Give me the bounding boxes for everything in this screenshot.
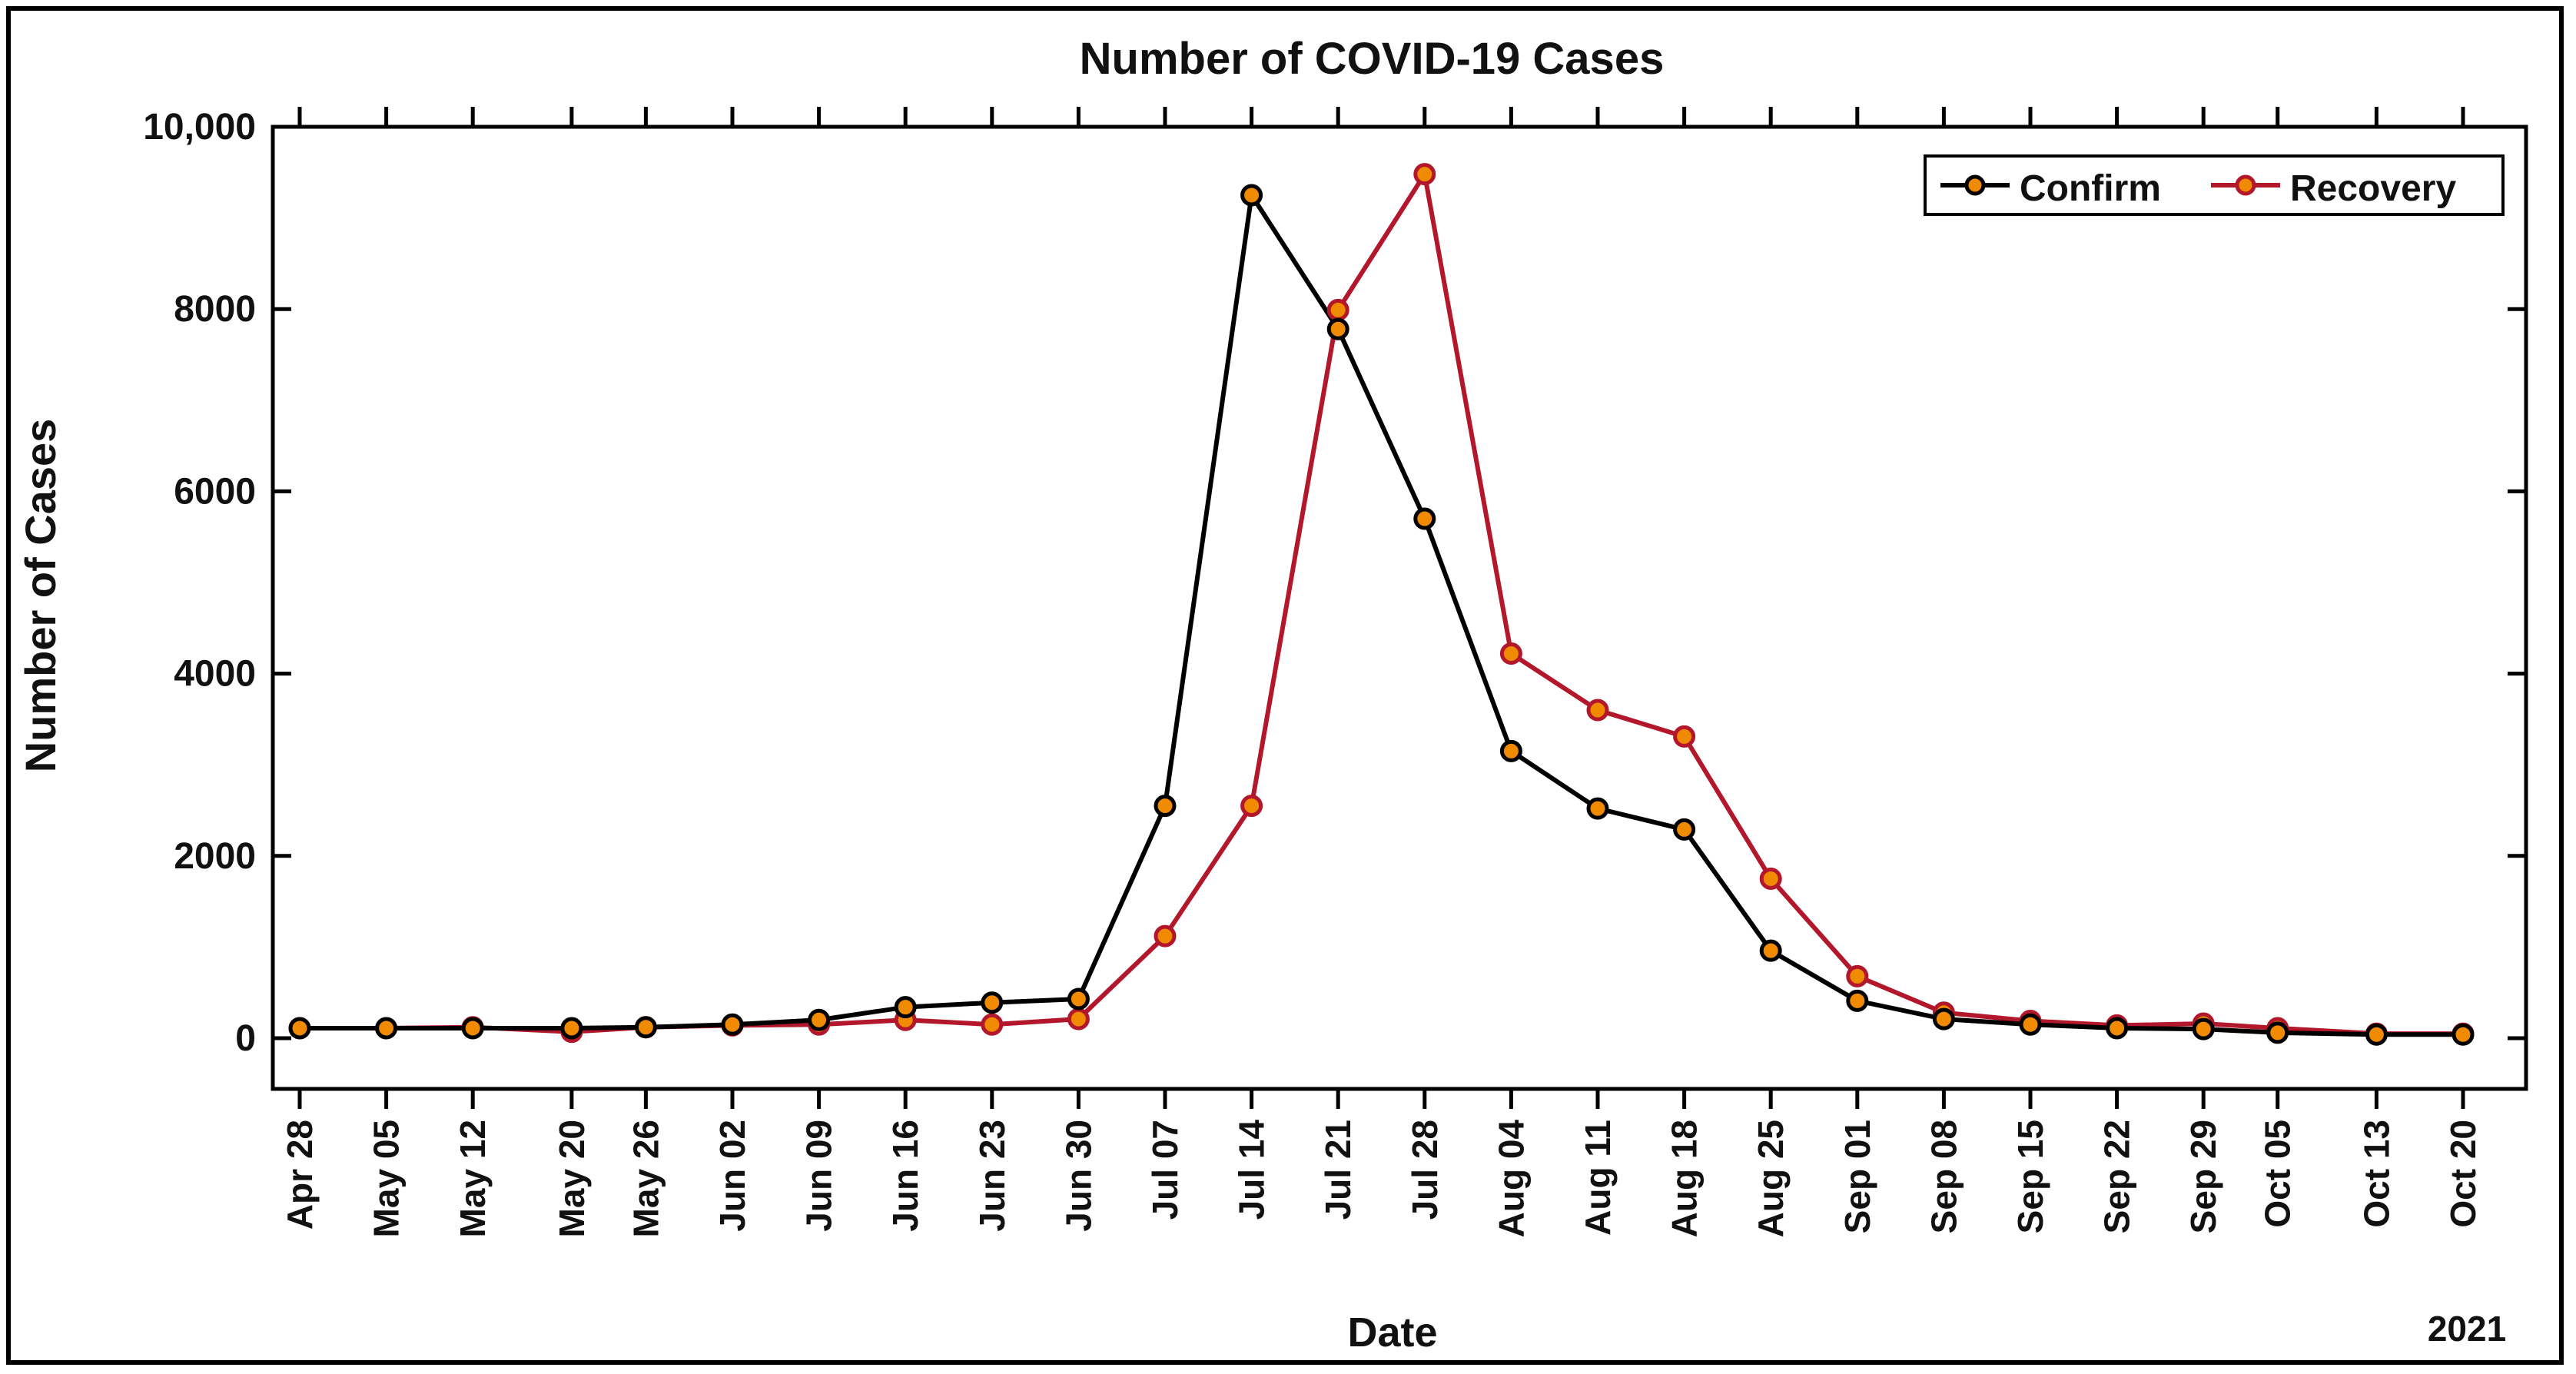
x-tick-label: Jun 09	[799, 1120, 839, 1232]
data-point-confirm	[1673, 818, 1696, 841]
data-point-confirm	[808, 1008, 831, 1031]
data-point-recovery	[1586, 699, 1609, 722]
x-tick-label: May 12	[453, 1120, 493, 1237]
x-tick-label: Jun 02	[712, 1120, 752, 1232]
data-point-confirm	[1240, 184, 1263, 207]
x-tick-label: May 05	[367, 1120, 407, 1237]
data-point-confirm	[1326, 317, 1349, 340]
data-point-recovery	[1759, 867, 1782, 890]
x-tick-label: Aug 11	[1578, 1120, 1618, 1236]
data-point-confirm	[375, 1017, 398, 1040]
line-recovery	[300, 171, 2463, 1037]
data-point-confirm	[2192, 1017, 2215, 1040]
data-point-confirm	[2266, 1021, 2289, 1044]
legend-label-recovery: Recovery	[2290, 168, 2456, 209]
y-tick-label: 8000	[174, 289, 256, 330]
x-tick-label: Jul 21	[1318, 1120, 1358, 1220]
series-confirm	[300, 192, 2463, 1037]
data-point-confirm	[894, 996, 917, 1019]
chart-title: Number of COVID-19 Cases	[1080, 34, 1665, 84]
y-axis-label: Number of Cases	[16, 419, 65, 773]
data-point-recovery	[1067, 1007, 1090, 1030]
x-tick-label: Oct 13	[2356, 1120, 2396, 1228]
data-point-confirm	[1586, 797, 1609, 820]
x-tick-label: Jun 16	[885, 1120, 925, 1232]
data-point-recovery	[981, 1013, 1004, 1036]
data-point-recovery	[1240, 795, 1263, 818]
x-tick-label: May 20	[552, 1120, 592, 1237]
data-point-confirm	[2365, 1023, 2388, 1046]
x-tick-label: Jun 23	[972, 1120, 1012, 1232]
x-tick-label: Aug 18	[1665, 1120, 1705, 1237]
line-confirm	[300, 192, 2463, 1037]
x-tick-label: Oct 05	[2258, 1120, 2298, 1228]
x-tick-label: Sep 29	[2183, 1120, 2223, 1233]
data-point-confirm	[1846, 989, 1869, 1012]
data-point-recovery	[1673, 725, 1696, 748]
data-point-confirm	[2019, 1013, 2042, 1036]
data-point-confirm	[2452, 1023, 2475, 1046]
x-tick-label: Oct 20	[2443, 1120, 2483, 1228]
chart-frame	[6, 6, 2564, 1365]
data-point-confirm	[1759, 939, 1782, 962]
data-point-recovery	[1499, 642, 1522, 665]
y-tick-label: 4000	[174, 654, 256, 695]
x-tick-label: Jul 07	[1145, 1120, 1185, 1220]
data-point-recovery	[1413, 163, 1436, 186]
data-point-confirm	[461, 1017, 484, 1040]
data-point-confirm	[1413, 507, 1436, 530]
data-point-recovery	[1846, 964, 1869, 987]
data-point-confirm	[981, 991, 1004, 1014]
y-tick-label: 10,000	[143, 107, 256, 148]
data-point-confirm	[721, 1013, 744, 1036]
legend-marker-confirm	[1964, 174, 1986, 196]
markers-confirm	[288, 184, 2475, 1046]
plot-area-border	[271, 124, 2528, 1091]
x-tick-label: May 26	[626, 1120, 666, 1237]
x-tick-label: Sep 15	[2010, 1120, 2050, 1233]
markers-recovery	[288, 163, 2475, 1045]
x-tick-label: Sep 08	[1924, 1120, 1964, 1233]
legend-label-confirm: Confirm	[2020, 168, 2161, 209]
x-tick-label: Aug 25	[1751, 1120, 1791, 1237]
data-point-confirm	[560, 1017, 583, 1040]
x-axis-label: Date	[1347, 1309, 1437, 1356]
data-point-recovery	[1154, 924, 1177, 948]
data-point-confirm	[2106, 1017, 2129, 1040]
x-tick-label: Jul 14	[1232, 1120, 1272, 1220]
data-point-confirm	[1067, 987, 1090, 1011]
data-point-confirm	[1932, 1007, 1955, 1030]
x-tick-label: Sep 22	[2097, 1120, 2137, 1233]
data-point-confirm	[1499, 739, 1522, 762]
legend: Confirm Recovery	[1924, 154, 2505, 216]
year-label: 2021	[2428, 1309, 2506, 1349]
legend-marker-recovery	[2235, 174, 2256, 196]
y-tick-label: 6000	[174, 471, 256, 512]
series-recovery	[300, 171, 2463, 1037]
data-point-recovery	[1326, 298, 1349, 321]
data-point-confirm	[288, 1017, 311, 1040]
data-point-confirm	[1154, 795, 1177, 818]
x-tick-label: Apr 28	[280, 1120, 320, 1230]
x-tick-label: Jun 30	[1058, 1120, 1098, 1232]
x-tick-label: Sep 01	[1837, 1120, 1877, 1233]
data-point-confirm	[634, 1016, 657, 1039]
y-tick-label: 2000	[174, 836, 256, 877]
x-tick-label: Jul 28	[1405, 1120, 1445, 1220]
y-tick-label: 0	[235, 1018, 256, 1059]
x-tick-label: Aug 04	[1491, 1120, 1531, 1238]
